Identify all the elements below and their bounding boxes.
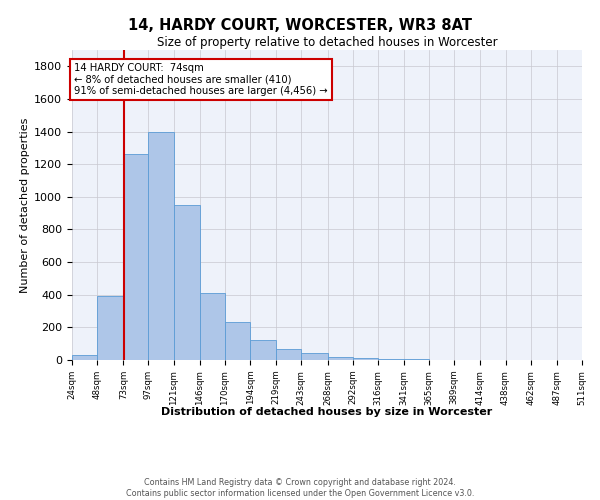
Bar [378, 359, 404, 360]
Bar [328, 357, 353, 360]
Bar [200, 293, 225, 360]
Bar [404, 359, 429, 360]
Bar [301, 354, 328, 360]
Bar [276, 350, 301, 360]
X-axis label: Distribution of detached houses by size in Worcester: Distribution of detached houses by size … [161, 408, 493, 418]
Text: 14, HARDY COURT, WORCESTER, WR3 8AT: 14, HARDY COURT, WORCESTER, WR3 8AT [128, 18, 472, 32]
Bar [225, 322, 250, 360]
Bar [148, 132, 173, 360]
Y-axis label: Number of detached properties: Number of detached properties [20, 118, 30, 292]
Bar [72, 356, 97, 360]
Bar [97, 296, 124, 360]
Bar [124, 154, 148, 360]
Title: Size of property relative to detached houses in Worcester: Size of property relative to detached ho… [157, 36, 497, 49]
Text: Contains HM Land Registry data © Crown copyright and database right 2024.
Contai: Contains HM Land Registry data © Crown c… [126, 478, 474, 498]
Bar [250, 340, 276, 360]
Bar [353, 358, 378, 360]
Bar [173, 205, 200, 360]
Text: 14 HARDY COURT:  74sqm
← 8% of detached houses are smaller (410)
91% of semi-det: 14 HARDY COURT: 74sqm ← 8% of detached h… [74, 63, 328, 96]
